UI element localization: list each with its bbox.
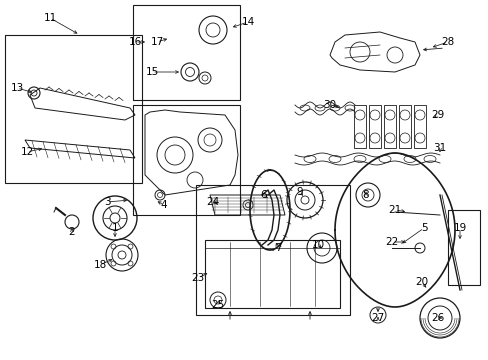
- Text: 20: 20: [415, 277, 427, 287]
- Text: 17: 17: [150, 37, 163, 47]
- Text: 10: 10: [311, 240, 324, 250]
- Text: 8: 8: [362, 190, 368, 200]
- Text: 28: 28: [441, 37, 454, 47]
- Text: 3: 3: [103, 197, 110, 207]
- Text: 1: 1: [111, 223, 118, 233]
- Text: 25: 25: [211, 300, 224, 310]
- Text: 16: 16: [128, 37, 142, 47]
- Text: 27: 27: [370, 313, 384, 323]
- Text: 6: 6: [260, 190, 267, 200]
- Text: 2: 2: [68, 227, 75, 237]
- Bar: [353, 105, 365, 148]
- Text: 21: 21: [387, 205, 401, 215]
- Bar: [383, 105, 395, 148]
- Text: 5: 5: [420, 223, 427, 233]
- Bar: [133, 5, 240, 100]
- Bar: [368, 105, 380, 148]
- Text: 29: 29: [430, 110, 444, 120]
- Text: 30: 30: [323, 100, 336, 110]
- Text: 15: 15: [145, 67, 158, 77]
- Bar: [196, 185, 349, 315]
- Text: 7: 7: [274, 243, 281, 253]
- Text: 24: 24: [206, 197, 219, 207]
- Text: 12: 12: [20, 147, 34, 157]
- Text: 19: 19: [452, 223, 466, 233]
- Text: 13: 13: [10, 83, 23, 93]
- Bar: [398, 105, 410, 148]
- Text: 31: 31: [432, 143, 446, 153]
- Bar: [5, 35, 142, 183]
- Text: 9: 9: [296, 187, 303, 197]
- Text: 4: 4: [161, 200, 167, 210]
- Text: 11: 11: [43, 13, 57, 23]
- Text: 18: 18: [93, 260, 106, 270]
- Text: 26: 26: [430, 313, 444, 323]
- Text: 14: 14: [241, 17, 254, 27]
- Bar: [447, 210, 479, 285]
- Text: 22: 22: [385, 237, 398, 247]
- Text: 23: 23: [191, 273, 204, 283]
- Bar: [133, 105, 240, 215]
- Bar: [413, 105, 425, 148]
